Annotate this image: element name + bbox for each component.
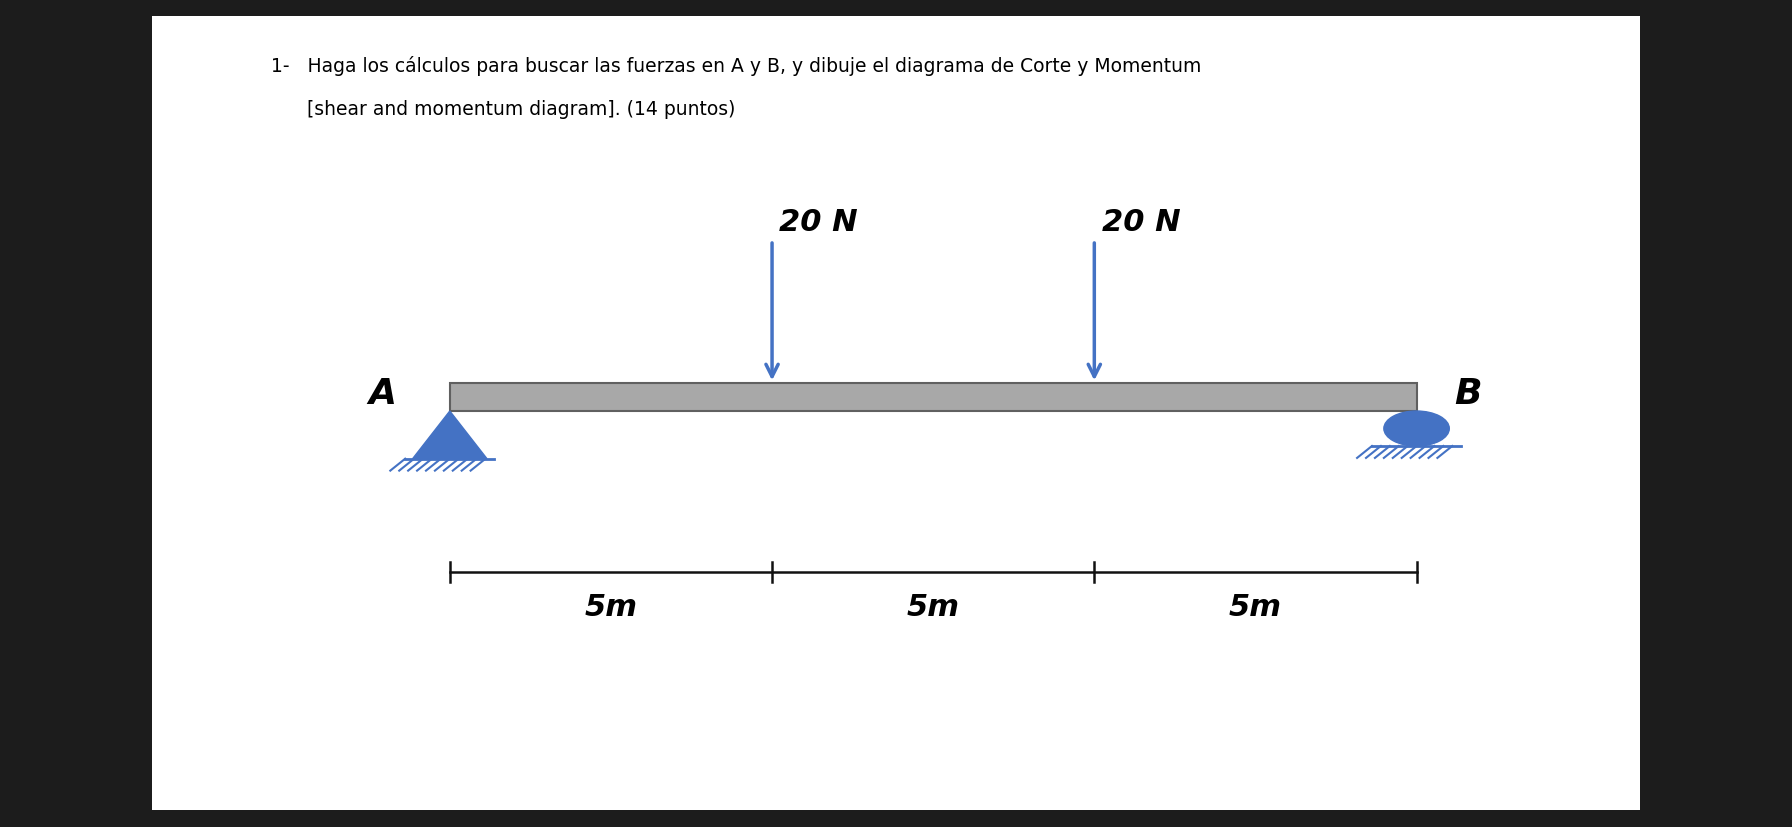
Text: 5m: 5m <box>1229 592 1281 621</box>
Text: A: A <box>367 376 396 411</box>
Text: 20 N: 20 N <box>1102 208 1181 237</box>
Bar <box>450 384 1416 412</box>
Circle shape <box>1383 412 1450 447</box>
Text: 5m: 5m <box>584 592 638 621</box>
Text: B: B <box>1453 376 1482 411</box>
Text: 1-   Haga los cálculos para buscar las fuerzas en A y B, y dibuje el diagrama de: 1- Haga los cálculos para buscar las fue… <box>271 56 1202 76</box>
Text: 20 N: 20 N <box>780 208 858 237</box>
Polygon shape <box>412 412 487 459</box>
Text: 5m: 5m <box>907 592 961 621</box>
Text: [shear and momentum diagram]. (14 puntos): [shear and momentum diagram]. (14 puntos… <box>271 100 737 119</box>
